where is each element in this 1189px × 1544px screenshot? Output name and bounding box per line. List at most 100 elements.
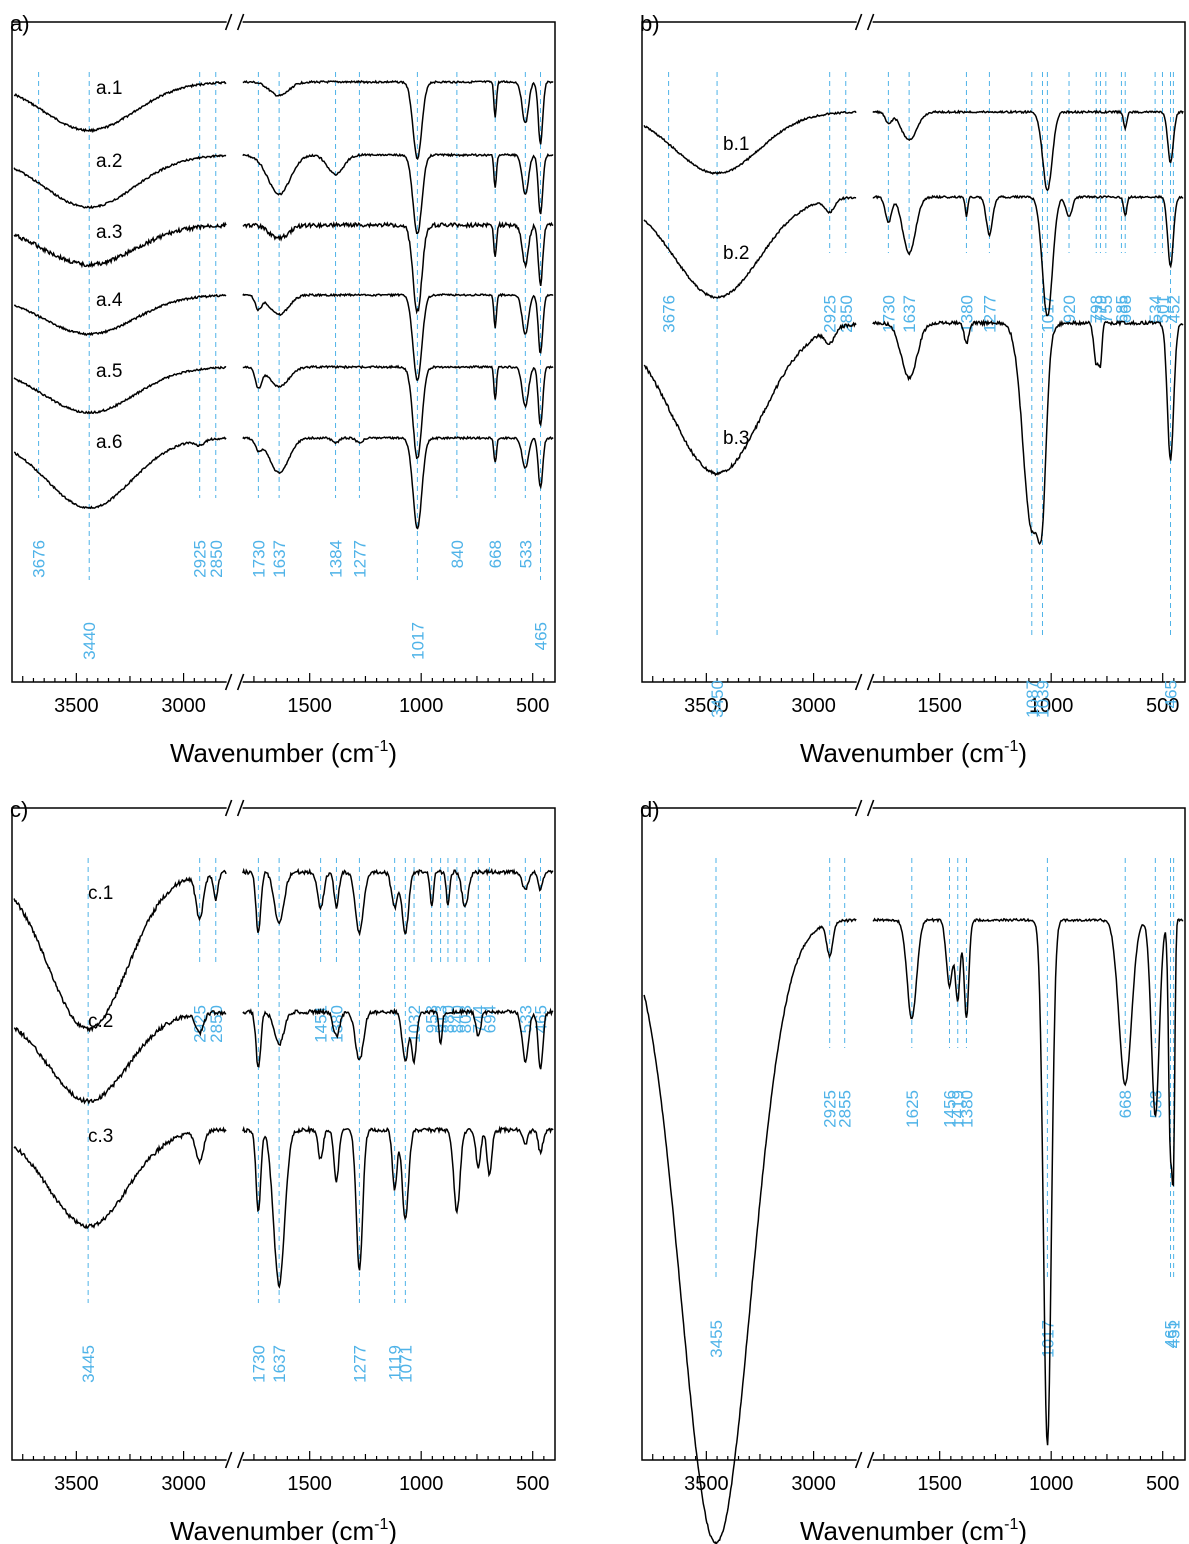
axis-break-gap — [856, 16, 873, 28]
x-tick-label: 1000 — [399, 1473, 444, 1495]
peak-label: 3676 — [660, 295, 679, 333]
peak-label: 1032 — [405, 1005, 424, 1043]
axis-break-mark — [866, 13, 875, 31]
series-label: b.2 — [723, 243, 749, 264]
axis-break-mark — [854, 799, 863, 817]
peak-label: 1637 — [270, 540, 289, 578]
peak-label: 2925 — [821, 1090, 840, 1128]
peak-label: 755 — [1097, 295, 1116, 323]
series-label: a.6 — [96, 432, 122, 453]
peak-label: 668 — [1116, 295, 1135, 323]
peak-label: 1730 — [249, 540, 268, 578]
axis-break-mark — [224, 13, 233, 31]
axis-break-mark — [854, 1451, 863, 1469]
peak-label: 2925 — [191, 540, 210, 578]
peak-label: 744 — [469, 1005, 488, 1033]
peak-label: 465 — [1162, 680, 1181, 708]
x-axis-title: Wavenumber (cm-1) — [170, 1516, 397, 1544]
peak-label: 1071 — [396, 1345, 415, 1383]
axis-break-mark — [866, 673, 875, 691]
peak-label: 2925 — [191, 1005, 210, 1043]
peak-label: 685 — [1112, 295, 1131, 323]
peak-label: 2855 — [836, 1090, 855, 1128]
axis-break-gap — [226, 1454, 243, 1466]
plot-frame — [641, 807, 1186, 1461]
spectrum-line — [643, 917, 1184, 1544]
x-tick-label: 500 — [516, 695, 549, 717]
peak-label: 1637 — [900, 295, 919, 333]
peak-label: 1119 — [386, 1345, 405, 1380]
spectrum-line — [643, 318, 1184, 546]
x-tick-label: 1000 — [1029, 695, 1074, 717]
peak-label: 668 — [1116, 1090, 1135, 1118]
spectrum-line — [643, 194, 1184, 317]
axis-break-gap — [856, 802, 873, 814]
peak-label: 533 — [516, 540, 535, 568]
axis-break-mark — [224, 673, 233, 691]
peak-label: 3455 — [707, 1320, 726, 1358]
spectrum-line — [13, 292, 554, 382]
peak-label: 451 — [1165, 1320, 1184, 1348]
peak-label: 465 — [532, 1005, 551, 1033]
series-label: c.2 — [88, 1011, 113, 1032]
axis-break-gap — [226, 16, 243, 28]
x-tick-label: 1500 — [287, 1473, 332, 1495]
plot-frame — [11, 21, 556, 683]
peak-label: 1017 — [1038, 1320, 1057, 1358]
peak-label: 1277 — [350, 540, 369, 578]
peak-label: 1456 — [940, 1090, 959, 1128]
spectrum-line — [13, 220, 554, 315]
axis-break-mark — [224, 1451, 233, 1469]
peak-label: 1087 — [1023, 680, 1042, 718]
axis-break-mark — [236, 673, 245, 691]
peak-label: 1384 — [327, 540, 346, 578]
spectrum-line — [13, 435, 554, 530]
series-label: a.3 — [96, 222, 122, 243]
x-tick-label: 1000 — [1029, 1473, 1074, 1495]
peak-label: 694 — [480, 1005, 499, 1033]
peak-label: 1451 — [312, 1005, 331, 1043]
axis-break-gap — [856, 676, 873, 688]
peak-label: 2925 — [821, 295, 840, 333]
peak-label: 1730 — [879, 295, 898, 333]
x-tick-label: 3500 — [54, 1473, 99, 1495]
series-label: a.1 — [96, 78, 122, 99]
panel-letter: d) — [640, 797, 660, 822]
peak-label: 465 — [1162, 1320, 1181, 1348]
x-tick-label: 1500 — [917, 1473, 962, 1495]
peak-label: 465 — [532, 622, 551, 650]
peak-label: 779 — [1091, 295, 1110, 323]
axis-break-gap — [226, 676, 243, 688]
panel-b: b) 3500 3000 1500 1000 500 Wavenumber (cm-1) 36… — [640, 11, 1186, 768]
panel-c: c) 3500 3000 1500 1000 500 Wavenumber (cm-1) 34… — [10, 797, 556, 1544]
spectrum-line — [13, 867, 554, 1033]
peak-label: 3676 — [30, 540, 49, 578]
panel-letter: a) — [10, 11, 30, 36]
panel-letter: b) — [640, 11, 660, 36]
peak-label: 1380 — [957, 1090, 976, 1128]
x-axis-title: Wavenumber (cm-1) — [800, 1516, 1027, 1544]
axis-break-mark — [236, 13, 245, 31]
peak-label: 533 — [1146, 1090, 1165, 1118]
peak-label: 501 — [1153, 295, 1172, 323]
peak-label: 1277 — [980, 295, 999, 333]
x-tick-label: 3000 — [161, 1473, 206, 1495]
peak-label: 668 — [486, 540, 505, 568]
x-tick-label: 3500 — [684, 695, 729, 717]
series-label: c.1 — [88, 883, 113, 904]
peak-label: 3440 — [80, 622, 99, 660]
x-tick-label: 3500 — [54, 695, 99, 717]
peak-label: 2850 — [207, 540, 226, 578]
peak-label: 452 — [1164, 295, 1183, 323]
axis-break-mark — [236, 799, 245, 817]
x-tick-label: 500 — [1146, 695, 1179, 717]
x-tick-label: 1000 — [399, 695, 444, 717]
peak-label: 840 — [448, 540, 467, 568]
peak-label: 920 — [1060, 295, 1079, 323]
x-tick-label: 500 — [1146, 1473, 1179, 1495]
axis-break-gap — [856, 1454, 873, 1466]
peak-label: 1017 — [408, 622, 427, 660]
axis-break-mark — [224, 799, 233, 817]
spectrum-line — [13, 1007, 554, 1105]
spectrum-line — [13, 364, 554, 460]
